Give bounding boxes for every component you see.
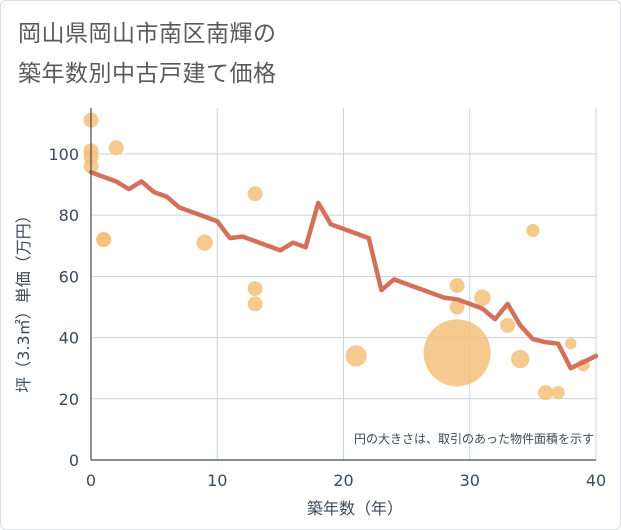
data-bubble: [108, 140, 124, 156]
x-tick-label: 0: [86, 471, 96, 490]
x-axis-label: 築年数（年）: [307, 499, 403, 518]
data-bubble: [247, 296, 263, 312]
data-bubble: [511, 349, 530, 369]
data-bubble: [345, 345, 367, 367]
y-tick-label: 20: [59, 390, 79, 409]
data-bubble: [96, 232, 112, 248]
data-bubble: [538, 385, 553, 401]
y-tick-label: 0: [69, 451, 79, 470]
y-tick-label: 60: [59, 267, 79, 286]
chart-title-line-2: 築年数別中古戸建て価格: [18, 61, 277, 87]
data-bubble: [247, 281, 263, 297]
data-bubble: [449, 299, 465, 315]
data-bubble: [247, 186, 263, 202]
x-tick-label: 40: [586, 471, 606, 490]
data-bubble: [449, 278, 465, 294]
bubble-series: [83, 112, 590, 401]
data-bubble: [564, 337, 577, 350]
trend-line-group: [88, 170, 599, 371]
data-bubble: [423, 319, 491, 387]
data-bubble: [551, 385, 565, 400]
x-tick-label: 10: [207, 471, 227, 490]
data-bubble: [196, 234, 213, 251]
chart-title-line-1: 岡山県岡山市南区南輝の: [18, 21, 277, 47]
data-bubble: [500, 317, 516, 333]
y-axis-label: 坪（3.3㎡）単価（万円）: [14, 207, 33, 392]
y-tick-label: 40: [59, 329, 79, 348]
x-tick-label: 20: [333, 471, 353, 490]
y-tick-label: 100: [48, 145, 79, 164]
bubble-size-note: 円の大きさは、取引のあった物件面積を示す: [354, 431, 594, 446]
data-bubble: [474, 289, 491, 306]
x-tick-label: 30: [460, 471, 480, 490]
grid-lines: [91, 108, 597, 460]
trend-line: [88, 170, 599, 371]
y-tick-label: 80: [59, 206, 79, 225]
axes: 0 10 20 30 40 0 20 40 60 80 100: [48, 108, 606, 490]
data-bubble: [526, 223, 540, 238]
